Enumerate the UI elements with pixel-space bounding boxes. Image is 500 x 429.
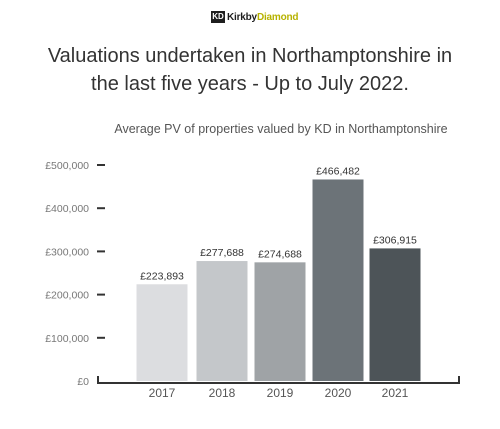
bar-2018 — [196, 261, 248, 381]
x-tick-label: 2018 — [209, 386, 236, 400]
bar-2020 — [312, 179, 364, 381]
x-tick-label: 2020 — [325, 386, 352, 400]
y-tick-label: £0 — [77, 376, 89, 388]
chart-title-line1: Valuations undertaken in Northamptonshir… — [47, 45, 453, 67]
chart-title-line2: the last five years - Up to July 2022. — [91, 73, 409, 95]
data-label: £306,915 — [373, 234, 417, 246]
data-label: £223,893 — [140, 270, 184, 282]
chart-subtitle: Average PV of properties valued by KD in… — [114, 122, 448, 136]
bar-2021 — [369, 248, 421, 381]
chart-title: Valuations undertaken in Northamptonshir… — [0, 42, 500, 98]
x-tick-label: 2021 — [382, 386, 409, 400]
data-label: £274,688 — [258, 248, 302, 260]
y-tick-label: £200,000 — [45, 290, 89, 302]
x-tick-label: 2017 — [149, 386, 176, 400]
y-tick-label: £400,000 — [45, 203, 89, 215]
x-axis-line — [97, 376, 460, 384]
data-label: £466,482 — [316, 165, 360, 177]
logo-name-part2: Diamond — [256, 11, 299, 23]
y-tick-label: £100,000 — [45, 333, 89, 345]
y-tick-label: £300,000 — [45, 246, 89, 258]
y-tick-label: £500,000 — [45, 160, 89, 172]
kirkby-diamond-logo: KD KirkbyDiamond — [211, 10, 299, 24]
data-label: £277,688 — [200, 247, 244, 259]
bar-2019 — [254, 262, 306, 381]
bar-2017 — [136, 284, 188, 381]
x-tick-label: 2019 — [267, 386, 294, 400]
logo-name-part1: Kirkby — [227, 11, 257, 23]
logo-mark: KD — [211, 11, 225, 23]
logo-text: KirkbyDiamond — [227, 11, 299, 23]
